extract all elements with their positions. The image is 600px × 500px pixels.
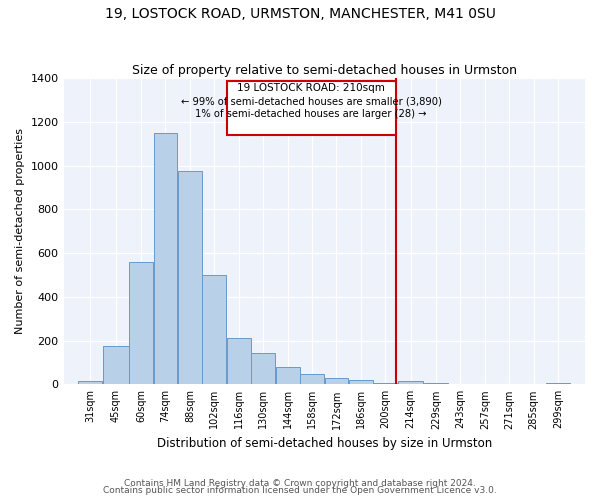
Bar — [300, 374, 324, 384]
Bar — [275, 367, 299, 384]
Bar — [79, 381, 103, 384]
Bar — [398, 381, 424, 384]
Bar — [129, 262, 153, 384]
Text: Contains public sector information licensed under the Open Government Licence v3: Contains public sector information licen… — [103, 486, 497, 495]
Bar — [349, 380, 373, 384]
Text: 1% of semi-detached houses are larger (28) →: 1% of semi-detached houses are larger (2… — [196, 110, 427, 120]
Text: 19, LOSTOCK ROAD, URMSTON, MANCHESTER, M41 0SU: 19, LOSTOCK ROAD, URMSTON, MANCHESTER, M… — [104, 8, 496, 22]
Bar — [227, 338, 251, 384]
Bar — [103, 346, 128, 385]
Y-axis label: Number of semi-detached properties: Number of semi-detached properties — [15, 128, 25, 334]
Bar — [373, 383, 397, 384]
Bar — [251, 352, 275, 384]
Text: Contains HM Land Registry data © Crown copyright and database right 2024.: Contains HM Land Registry data © Crown c… — [124, 478, 476, 488]
X-axis label: Distribution of semi-detached houses by size in Urmston: Distribution of semi-detached houses by … — [157, 437, 492, 450]
Bar — [202, 275, 226, 384]
Bar — [546, 383, 570, 384]
Bar — [154, 133, 178, 384]
Bar — [227, 82, 396, 135]
Title: Size of property relative to semi-detached houses in Urmston: Size of property relative to semi-detach… — [132, 64, 517, 77]
Bar — [424, 383, 448, 384]
Text: ← 99% of semi-detached houses are smaller (3,890): ← 99% of semi-detached houses are smalle… — [181, 96, 442, 106]
Bar — [178, 171, 202, 384]
Text: 19 LOSTOCK ROAD: 210sqm: 19 LOSTOCK ROAD: 210sqm — [237, 82, 385, 92]
Bar — [325, 378, 349, 384]
